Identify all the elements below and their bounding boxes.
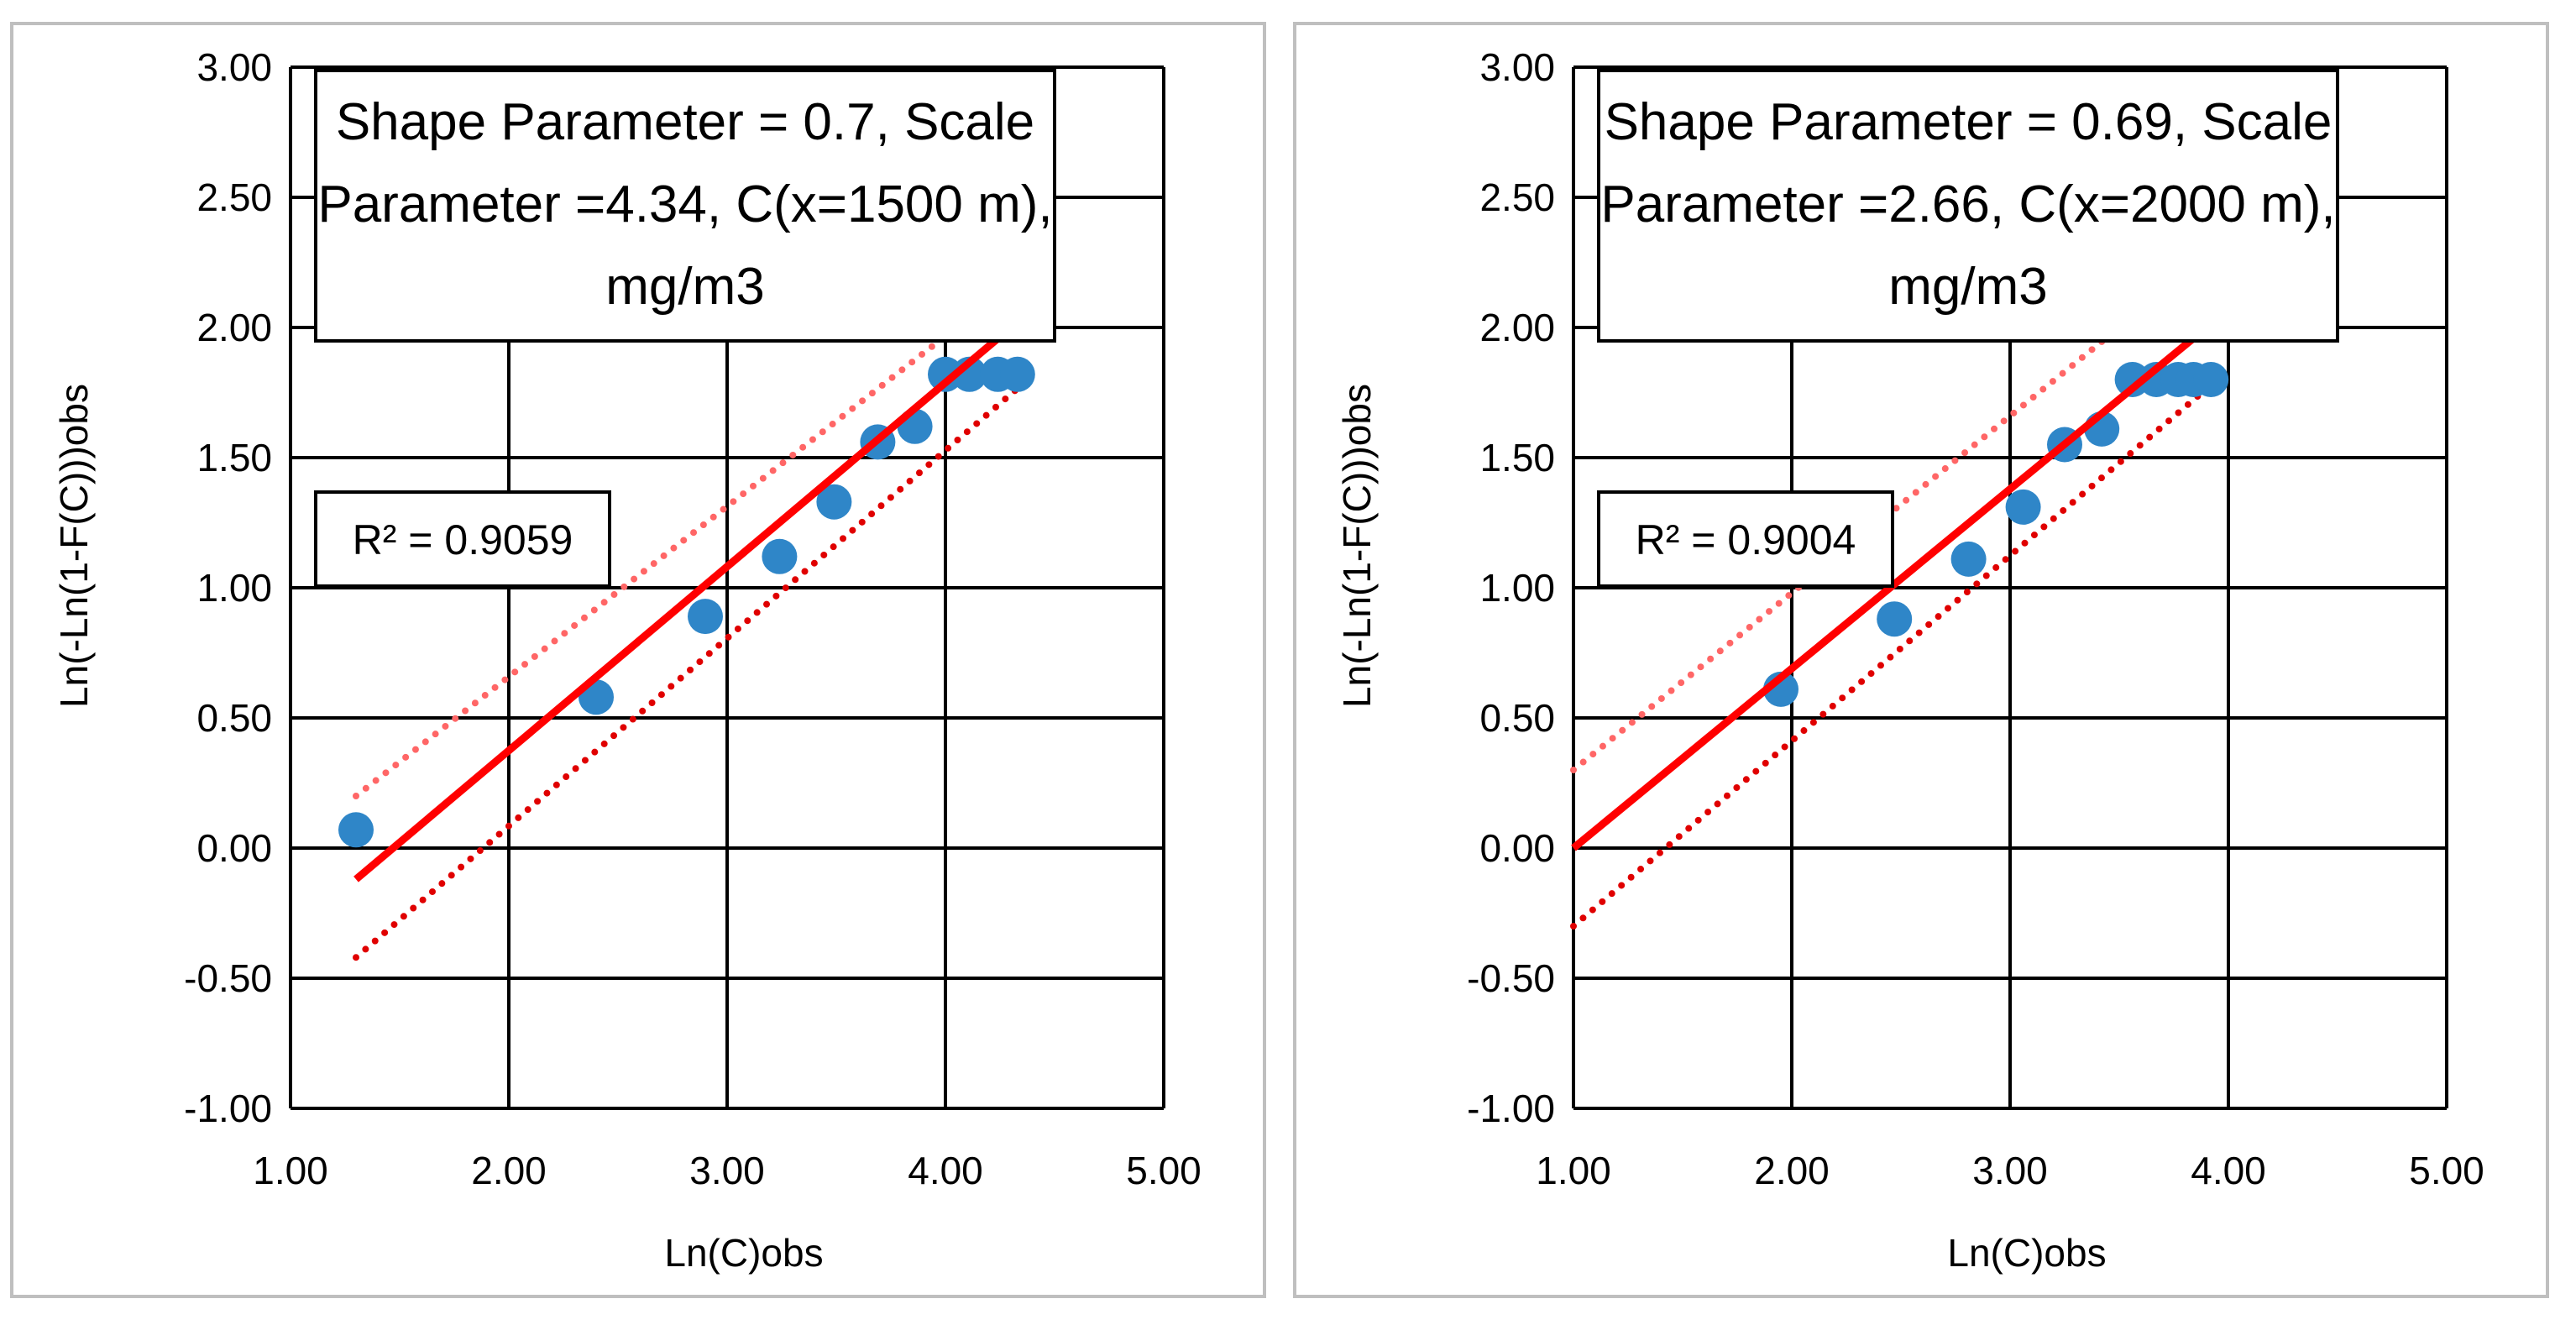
data-point	[2005, 489, 2041, 525]
y-tick-label: -0.50	[184, 956, 272, 1000]
y-tick-label: -1.00	[184, 1087, 272, 1130]
annotation-line: Shape Parameter = 0.7, Scale	[336, 93, 1034, 151]
annotation-line: Shape Parameter = 0.69, Scale	[1605, 93, 2333, 151]
data-point	[338, 812, 374, 848]
r-squared-label: R² = 0.9059	[353, 516, 573, 563]
y-tick-label: 2.50	[196, 175, 272, 219]
r-squared-label: R² = 0.9004	[1636, 516, 1856, 563]
data-point	[1950, 541, 1987, 577]
x-tick-label: 4.00	[908, 1149, 983, 1192]
annotation-line: Parameter =4.34, C(x=1500 m),	[317, 175, 1052, 233]
y-tick-label: -0.50	[1467, 956, 1555, 1000]
r-squared-box	[1597, 490, 1894, 588]
upper-confidence-band	[353, 324, 960, 799]
fit-line	[353, 324, 1013, 882]
x-tick-label: 3.00	[1972, 1149, 2048, 1192]
y-axis-title: Ln(-Ln(1-F(C)))obs	[1335, 384, 1379, 708]
annotation-line: Parameter =2.66, C(x=2000 m),	[1600, 175, 2335, 233]
x-axis-title: Ln(C)obs	[1947, 1231, 2106, 1275]
lower-confidence-band	[353, 381, 1025, 961]
y-tick-label: -1.00	[1467, 1087, 1555, 1130]
x-axis-title: Ln(C)obs	[664, 1231, 823, 1275]
y-tick-label: 1.50	[196, 436, 272, 479]
x-tick-label: 5.00	[1126, 1149, 1202, 1192]
chart-panel-right: -1.00 -0.50 0.00 0.50 1.00 1.50 2.00 2.50 3.00 1.…	[1293, 22, 2549, 1298]
x-tick-label: 1.00	[253, 1149, 328, 1192]
y-tick-label: 3.00	[196, 45, 272, 89]
annotation-box	[314, 69, 1056, 343]
annotation-box	[1597, 69, 2339, 343]
y-tick-label: 0.00	[196, 826, 272, 870]
data-point	[999, 356, 1035, 392]
data-point	[762, 538, 798, 574]
y-tick-label: 2.50	[1479, 175, 1555, 219]
r-squared-box	[314, 490, 611, 588]
y-tick-label: 3.00	[1479, 45, 1555, 89]
y-tick-label: 1.50	[1479, 436, 1555, 479]
x-tick-label: 2.00	[1754, 1149, 1830, 1192]
chart-panel-left: -1.00 -0.50 0.00 0.50 1.00 1.50 2.00 2.50 3.00 1.…	[10, 22, 1266, 1298]
annotation-line: mg/m3	[1888, 258, 2047, 316]
y-tick-label: 0.50	[1479, 696, 1555, 740]
lower-confidence-band	[1570, 376, 2221, 930]
x-tick-label: 2.00	[471, 1149, 547, 1192]
chart-svg-left: -1.00 -0.50 0.00 0.50 1.00 1.50 2.00 2.50 3.00 1.…	[52, 45, 1202, 1275]
chart-svg-right: -1.00 -0.50 0.00 0.50 1.00 1.50 2.00 2.50 3.00 1.…	[1335, 45, 2484, 1275]
data-point	[2193, 362, 2229, 397]
data-point	[688, 599, 723, 635]
y-tick-label: 2.00	[1479, 306, 1555, 349]
y-tick-label: 1.00	[1479, 566, 1555, 610]
annotation-line: mg/m3	[605, 258, 764, 316]
x-tick-label: 1.00	[1536, 1149, 1611, 1192]
x-tick-label: 3.00	[689, 1149, 765, 1192]
y-tick-label: 2.00	[196, 306, 272, 349]
x-tick-label: 4.00	[2191, 1149, 2266, 1192]
y-tick-label: 0.00	[1479, 826, 1555, 870]
data-point	[1877, 601, 1913, 637]
y-axis-title: Ln(-Ln(1-F(C)))obs	[52, 384, 96, 708]
y-tick-label: 1.00	[196, 566, 272, 610]
y-tick-label: 0.50	[196, 696, 272, 740]
data-point	[816, 484, 852, 520]
x-tick-label: 5.00	[2409, 1149, 2484, 1192]
